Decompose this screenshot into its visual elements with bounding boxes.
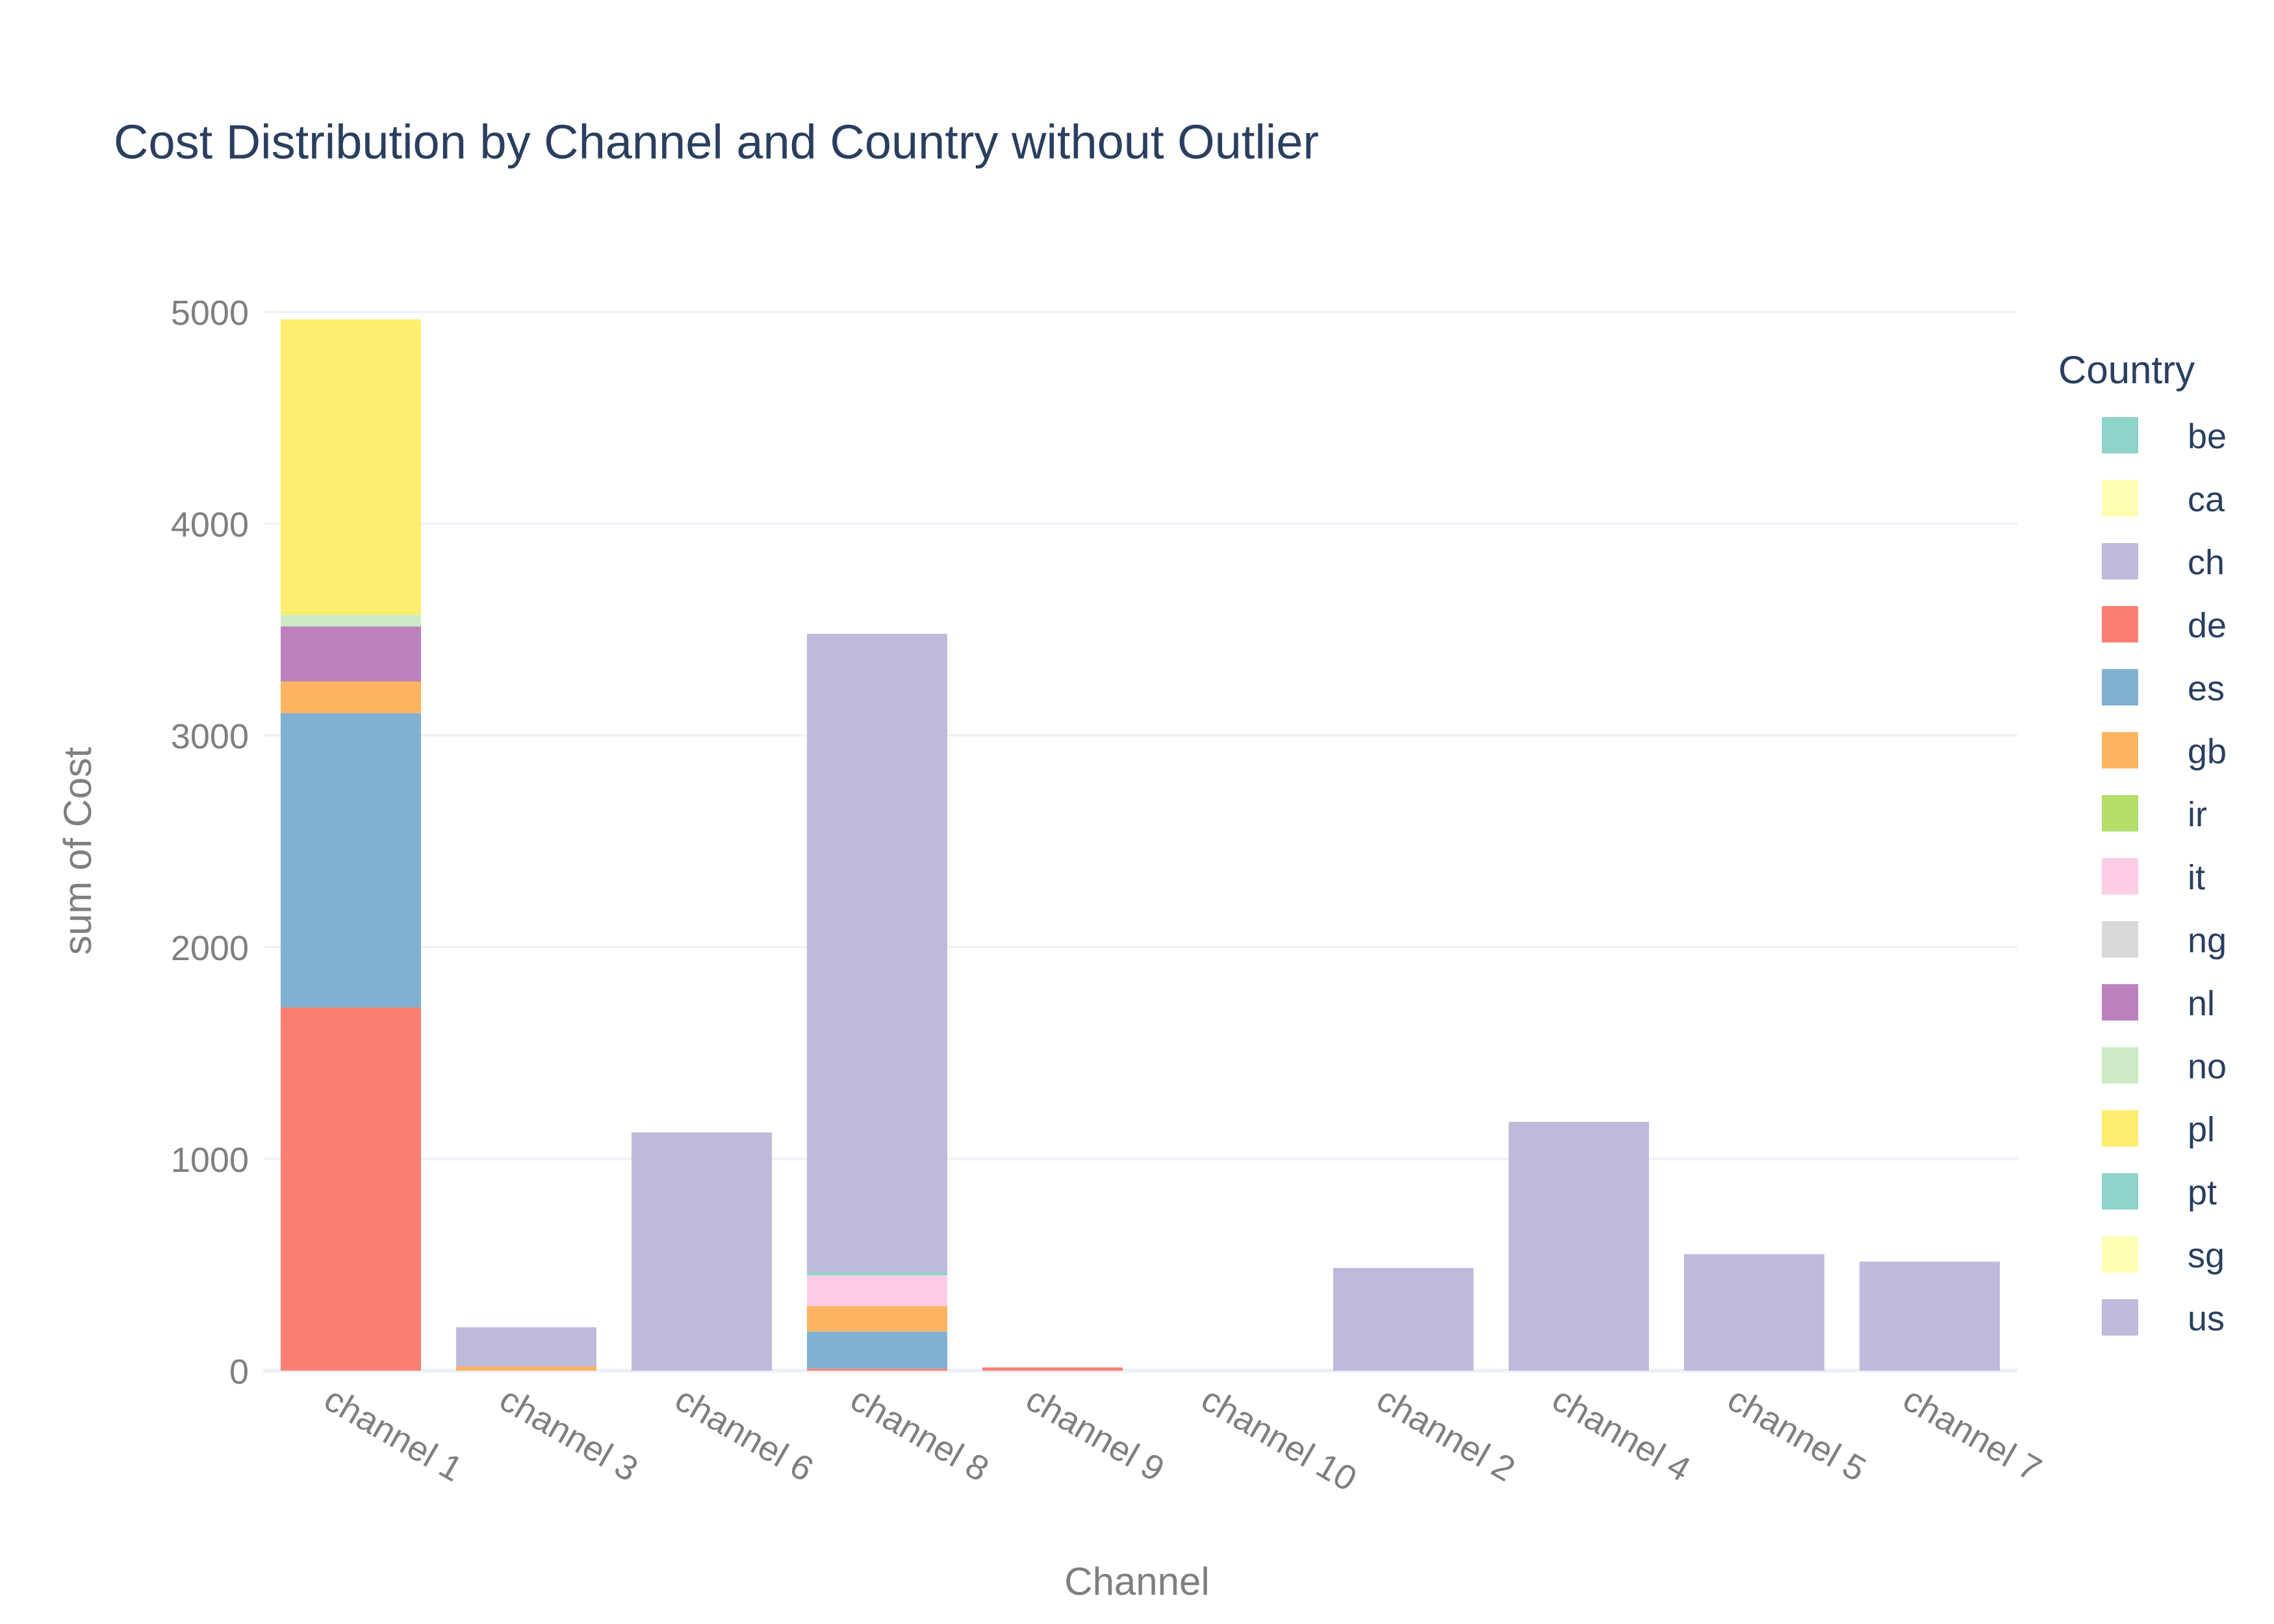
legend-item-gb[interactable]: gb <box>2102 732 2227 771</box>
legend-label: be <box>2188 417 2227 456</box>
bar-segment-es[interactable] <box>281 713 421 1008</box>
x-tick-label: channel 6 <box>669 1379 820 1489</box>
legend-item-pt[interactable]: pt <box>2102 1173 2217 1212</box>
legend-label: pt <box>2188 1173 2217 1212</box>
legend-swatch <box>2102 1236 2138 1273</box>
legend-item-es[interactable]: es <box>2102 669 2225 708</box>
bar-segment-us[interactable] <box>1859 1262 2000 1371</box>
chart-title: Cost Distribution by Channel and Country… <box>114 115 1319 169</box>
bar-segment-us[interactable] <box>1333 1267 1474 1371</box>
y-tick-label: 1000 <box>171 1141 249 1180</box>
legend-label: pl <box>2188 1110 2215 1149</box>
legend-label: gb <box>2188 732 2227 771</box>
legend-label: no <box>2188 1047 2227 1086</box>
bar-segment-gb[interactable] <box>456 1366 596 1371</box>
legend-swatch <box>2102 795 2138 831</box>
legend-item-ir[interactable]: ir <box>2102 795 2207 834</box>
y-axis-ticks: 0 1000 2000 3000 4000 5000 <box>171 294 249 1391</box>
y-tick-label: 3000 <box>171 717 249 756</box>
legend-item-de[interactable]: de <box>2102 606 2227 645</box>
x-tick-label: channel 4 <box>1546 1379 1697 1489</box>
bar-segment-no[interactable] <box>281 615 421 627</box>
bar-segment-gb[interactable] <box>281 681 421 713</box>
legend-item-no[interactable]: no <box>2102 1047 2227 1086</box>
y-tick-label: 2000 <box>171 929 249 968</box>
bars <box>281 319 2000 1371</box>
legend: Country be ca ch de es gb ir it ng nl no pl pt sg us <box>2058 348 2227 1338</box>
legend-swatch <box>2102 858 2138 894</box>
legend-swatch <box>2102 543 2138 579</box>
x-tick-label: channel 1 <box>318 1379 469 1489</box>
legend-swatch <box>2102 984 2138 1021</box>
bar-segment-pt[interactable] <box>807 1272 947 1276</box>
legend-item-it[interactable]: it <box>2102 858 2205 897</box>
legend-swatch <box>2102 417 2138 453</box>
bar-segment-nl[interactable] <box>281 626 421 681</box>
legend-swatch <box>2102 732 2138 768</box>
legend-swatch <box>2102 1110 2138 1147</box>
legend-label: ng <box>2188 921 2227 960</box>
x-tick-label: channel 2 <box>1370 1379 1522 1489</box>
legend-swatch <box>2102 1047 2138 1084</box>
bar-segment-it[interactable] <box>807 1275 947 1306</box>
legend-item-us[interactable]: us <box>2102 1299 2225 1338</box>
legend-label: it <box>2188 858 2205 897</box>
y-tick-label: 5000 <box>171 294 249 333</box>
x-tick-label: channel 8 <box>844 1379 995 1489</box>
legend-swatch <box>2102 921 2138 958</box>
legend-label: de <box>2188 606 2227 645</box>
legend-label: sg <box>2188 1236 2225 1275</box>
bar-segment-us[interactable] <box>456 1327 596 1367</box>
bar-segment-us[interactable] <box>632 1132 772 1371</box>
y-tick-label: 0 <box>229 1352 249 1391</box>
legend-swatch <box>2102 480 2138 516</box>
x-tick-label: channel 5 <box>1721 1379 1872 1489</box>
legend-item-ng[interactable]: ng <box>2102 921 2227 960</box>
bar-segment-de[interactable] <box>281 1007 421 1371</box>
x-tick-label: channel 7 <box>1897 1379 2048 1489</box>
grid-lines <box>263 311 2017 1373</box>
x-axis-ticks: channel 1 channel 3 channel 6 channel 8 chan… <box>318 1379 2048 1499</box>
x-tick-label: channel 9 <box>1019 1379 1171 1489</box>
legend-swatch <box>2102 1173 2138 1210</box>
legend-swatch <box>2102 606 2138 642</box>
bar-segment-pl[interactable] <box>281 319 421 615</box>
legend-swatch <box>2102 669 2138 705</box>
legend-label: es <box>2188 669 2225 708</box>
bar-segment-us[interactable] <box>807 633 947 1273</box>
legend-item-ca[interactable]: ca <box>2102 480 2225 519</box>
x-axis-title: Channel <box>1064 1560 1210 1603</box>
y-axis-title: sum of Cost <box>56 747 99 955</box>
bar-segment-gb[interactable] <box>807 1306 947 1332</box>
bar-segment-es[interactable] <box>807 1331 947 1369</box>
bar-segment-de[interactable] <box>807 1368 947 1371</box>
legend-item-be[interactable]: be <box>2102 417 2227 456</box>
legend-item-nl[interactable]: nl <box>2102 984 2215 1023</box>
x-tick-label: channel 10 <box>1195 1379 1363 1499</box>
legend-label: ir <box>2188 795 2207 834</box>
bar-segment-us[interactable] <box>1509 1121 1649 1371</box>
legend-label: nl <box>2188 984 2215 1023</box>
legend-label: us <box>2188 1299 2225 1338</box>
x-tick-label: channel 3 <box>493 1379 645 1489</box>
bar-segment-us[interactable] <box>1684 1254 1824 1371</box>
legend-label: ca <box>2188 480 2225 519</box>
bar-segment-de[interactable] <box>982 1367 1123 1371</box>
legend-item-ch[interactable]: ch <box>2102 543 2225 582</box>
legend-label: ch <box>2188 543 2225 582</box>
legend-item-pl[interactable]: pl <box>2102 1110 2215 1149</box>
y-tick-label: 4000 <box>171 505 249 544</box>
legend-item-sg[interactable]: sg <box>2102 1236 2225 1275</box>
legend-swatch <box>2102 1299 2138 1336</box>
legend-title: Country <box>2058 348 2195 392</box>
